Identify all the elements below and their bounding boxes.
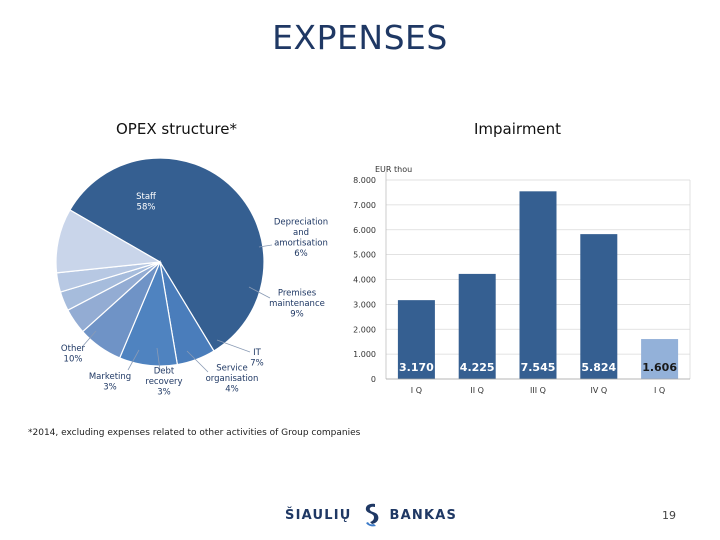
pie-leader-line <box>248 286 271 299</box>
bar-ylabel: EUR thou <box>375 165 412 174</box>
impairment-chart-title: Impairment <box>474 120 562 138</box>
opex-pie-chart: Staff 58% Depreciation and amortisation 6% Pre… <box>55 157 328 398</box>
pie-leader-line <box>216 339 251 353</box>
logo-right-word: BANKAS <box>389 507 458 523</box>
pie-leader-line <box>186 350 209 373</box>
bar-value-label: 7.545 <box>521 361 556 374</box>
page-title: EXPENSES <box>272 18 448 57</box>
pie-leader-line <box>81 330 97 348</box>
pie-label-marketing: Marketing 3% <box>89 372 131 393</box>
bar-1 <box>397 300 435 379</box>
pie-leader-line <box>258 244 273 248</box>
bar-3 <box>519 191 557 379</box>
opex-chart-title: OPEX structure* <box>116 120 237 138</box>
bar-ytick-label: 0 <box>371 375 376 384</box>
page-number: 19 <box>662 509 676 522</box>
bar-5 <box>641 339 679 379</box>
pie-label-staff: Staff 58% <box>136 192 157 213</box>
bar-category-label: I Q <box>654 386 665 395</box>
pie-label-other: Other 10% <box>61 344 86 365</box>
bar-value-label: 5.824 <box>581 361 616 374</box>
pie-leader-line <box>156 347 161 371</box>
bar-4 <box>580 234 618 379</box>
pie-label-debt: Debt recovery 3% <box>145 367 182 398</box>
footnote: *2014, excluding expenses related to oth… <box>28 428 361 438</box>
s-logo-icon <box>365 503 378 527</box>
bank-logo: ŠIAULIŲ BANKAS <box>285 502 457 528</box>
pie-label-premises: Premises maintenance 9% <box>269 289 325 320</box>
bar-value-label: 1.606 <box>642 361 677 374</box>
bar-category-label: III Q <box>530 386 546 395</box>
logo-left-word: ŠIAULIŲ <box>285 507 352 523</box>
pie-label-depreciation: Depreciation and amortisation 6% <box>274 217 328 259</box>
bar-category-label: II Q <box>470 386 484 395</box>
pie-leader-line <box>127 349 140 371</box>
pie-label-service: Service organisation 4% <box>206 364 259 395</box>
pie-slice-staff <box>69 157 265 352</box>
bar-value-label: 4.225 <box>460 361 495 374</box>
pie-label-it: IT 7% <box>250 348 264 369</box>
bar-2 <box>458 273 496 379</box>
bar-category-label: IV Q <box>590 386 607 395</box>
bar-category-label: I Q <box>411 386 422 395</box>
pie-slice-other <box>55 209 162 274</box>
bar-value-label: 3.170 <box>399 361 434 374</box>
